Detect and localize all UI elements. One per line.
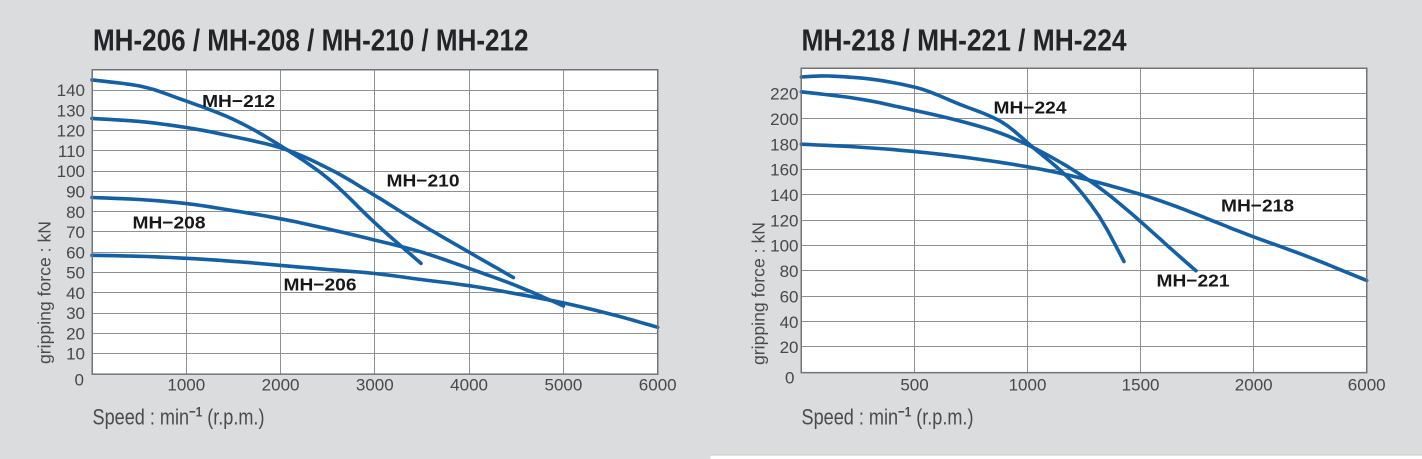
svg-text:MH-218 / MH-221 / MH-224: MH-218 / MH-221 / MH-224	[802, 24, 1127, 58]
svg-text:5000: 5000	[544, 376, 582, 395]
svg-text:180: 180	[770, 135, 798, 154]
svg-text:30: 30	[66, 304, 85, 323]
svg-text:MH−224: MH−224	[994, 97, 1067, 117]
svg-text:0: 0	[785, 368, 794, 387]
svg-text:100: 100	[770, 237, 798, 256]
svg-text:MH−210: MH−210	[387, 171, 460, 191]
svg-text:160: 160	[770, 161, 798, 180]
svg-text:4000: 4000	[450, 376, 488, 395]
svg-text:120: 120	[57, 122, 85, 141]
svg-text:1500: 1500	[1122, 376, 1160, 395]
svg-text:2000: 2000	[262, 376, 300, 395]
svg-text:20: 20	[66, 324, 85, 343]
svg-text:40: 40	[66, 284, 85, 303]
svg-text:80: 80	[780, 262, 799, 281]
svg-text:60: 60	[66, 243, 85, 262]
svg-text:50: 50	[66, 264, 85, 283]
svg-text:6000: 6000	[1348, 376, 1386, 395]
svg-text:MH−206: MH−206	[284, 275, 357, 295]
svg-text:2000: 2000	[1235, 376, 1273, 395]
svg-text:140: 140	[770, 186, 798, 205]
svg-text:0: 0	[75, 370, 84, 389]
svg-text:MH−212: MH−212	[202, 91, 275, 111]
svg-text:130: 130	[57, 101, 85, 120]
svg-text:60: 60	[780, 287, 799, 306]
svg-text:3000: 3000	[356, 376, 394, 395]
svg-text:MH−221: MH−221	[1157, 270, 1230, 290]
svg-text:80: 80	[66, 203, 85, 222]
svg-text:70: 70	[66, 223, 85, 242]
svg-text:120: 120	[770, 211, 798, 230]
svg-text:500: 500	[900, 376, 928, 395]
svg-text:200: 200	[770, 110, 798, 129]
svg-text:Speed : min−1 (r.p.m.): Speed : min−1 (r.p.m.)	[93, 404, 265, 430]
svg-text:MH−218: MH−218	[1221, 196, 1294, 216]
svg-text:110: 110	[58, 142, 85, 161]
svg-text:gripping force : kN: gripping force : kN	[749, 222, 769, 365]
svg-text:MH−208: MH−208	[133, 213, 206, 233]
svg-text:1000: 1000	[167, 376, 205, 395]
svg-text:40: 40	[780, 313, 799, 332]
svg-text:90: 90	[66, 183, 85, 202]
svg-text:gripping force : kN: gripping force : kN	[34, 221, 54, 364]
svg-text:6000: 6000	[639, 376, 677, 395]
svg-text:20: 20	[780, 338, 799, 357]
svg-text:140: 140	[57, 81, 85, 100]
svg-text:Speed : min−1 (r.p.m.): Speed : min−1 (r.p.m.)	[802, 404, 974, 430]
svg-text:220: 220	[770, 85, 798, 104]
svg-text:10: 10	[66, 345, 85, 364]
svg-text:1000: 1000	[1009, 376, 1047, 395]
svg-text:100: 100	[57, 162, 85, 181]
svg-text:MH-206 / MH-208 / MH-210 / MH-: MH-206 / MH-208 / MH-210 / MH-212	[93, 24, 529, 58]
